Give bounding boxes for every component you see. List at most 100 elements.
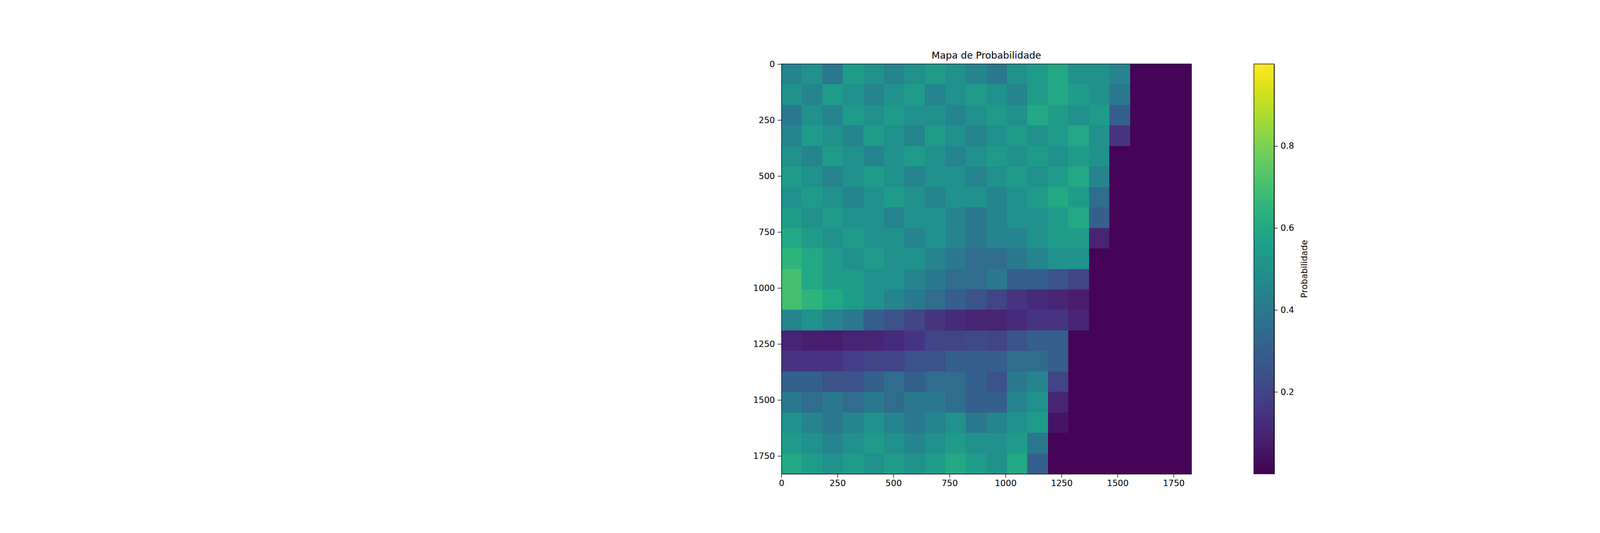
heatmap-cell — [863, 248, 885, 270]
heatmap-cell — [1048, 105, 1069, 126]
heatmap-cell — [1171, 84, 1192, 106]
heatmap-cell — [801, 433, 823, 454]
heatmap-cell — [1130, 453, 1151, 475]
heatmap-cell — [781, 187, 803, 208]
heatmap-cell — [1027, 433, 1048, 454]
tick-label: 0.4 — [1280, 305, 1294, 316]
tick-mark — [777, 288, 782, 289]
heatmap-cell — [781, 289, 803, 311]
tick: 750 — [758, 227, 782, 238]
heatmap-cell — [924, 350, 946, 372]
heatmap-cell — [1109, 105, 1131, 126]
heatmap-cell — [1027, 412, 1048, 434]
heatmap-cell — [1150, 146, 1172, 167]
heatmap-cell — [1130, 64, 1151, 85]
heatmap-cell — [924, 207, 946, 229]
tick: 0.4 — [1274, 305, 1294, 316]
heatmap-cell — [1027, 371, 1048, 393]
tick-label: 0.6 — [1280, 222, 1294, 234]
heatmap-cell — [945, 248, 967, 270]
heatmap-cell — [822, 166, 844, 188]
heatmap-cell — [822, 350, 844, 372]
heatmap-cell — [1006, 392, 1028, 413]
heatmap-cell — [1027, 309, 1048, 331]
heatmap-cell — [904, 125, 926, 147]
heatmap-cell — [1006, 207, 1028, 229]
heatmap-cell — [965, 453, 987, 475]
heatmap-cell — [1089, 309, 1110, 331]
heatmap-cell — [965, 330, 987, 352]
heatmap-cell — [1027, 289, 1048, 311]
heatmap-cell — [822, 330, 844, 352]
colorbar — [1253, 64, 1275, 475]
heatmap-cell — [945, 84, 967, 106]
heatmap-cell — [1171, 187, 1192, 208]
tick-label: 750 — [758, 227, 775, 238]
heatmap-cell — [781, 269, 803, 291]
heatmap-cell — [945, 392, 967, 413]
heatmap-cell — [965, 309, 987, 331]
heatmap-cell — [863, 228, 885, 250]
heatmap-cell — [1027, 392, 1048, 413]
heatmap-cell — [781, 146, 803, 167]
heatmap-cell — [904, 392, 926, 413]
heatmap-cell — [781, 207, 803, 229]
heatmap-cell — [1171, 433, 1192, 454]
heatmap-cell — [965, 433, 987, 454]
heatmap-cell — [1048, 187, 1069, 208]
heatmap-cell — [1089, 125, 1110, 147]
heatmap-cell — [1006, 269, 1028, 291]
heatmap-cell — [965, 84, 987, 106]
heatmap-cell — [842, 309, 864, 331]
heatmap-cell — [822, 125, 844, 147]
frame-right — [1191, 64, 1192, 475]
heatmap-cell — [842, 166, 864, 188]
tick-label: 0 — [778, 478, 784, 489]
heatmap-cell — [1068, 207, 1090, 229]
tick: 0.8 — [1274, 140, 1294, 151]
heatmap-cell — [1068, 412, 1090, 434]
heatmap-cell — [1048, 125, 1069, 147]
tick-label: 0.8 — [1280, 140, 1294, 151]
tick: 1000 — [753, 283, 782, 294]
y-axis: 02505007501000125015001750 — [753, 59, 782, 475]
heatmap-cell — [1171, 166, 1192, 188]
heatmap-cell — [1006, 248, 1028, 270]
heatmap-cell — [945, 146, 967, 167]
heatmap-cell — [986, 187, 1008, 208]
tick-mark — [1005, 474, 1006, 478]
heatmap-cell — [986, 125, 1008, 147]
heatmap-cell — [883, 453, 905, 475]
heatmap-cell — [1027, 146, 1048, 167]
tick: 0 — [769, 59, 782, 70]
axis-line — [1274, 64, 1275, 475]
tick-mark — [837, 474, 838, 478]
heatmap-cell — [904, 412, 926, 434]
heatmap-cell — [1130, 309, 1151, 331]
heatmap-cell — [863, 64, 885, 85]
heatmap-cell — [1006, 350, 1028, 372]
heatmap-cell — [1089, 248, 1110, 270]
heatmap-cell — [1006, 371, 1028, 393]
heatmap-cell — [1150, 228, 1172, 250]
heatmap-cell — [945, 453, 967, 475]
heatmap-cell — [842, 84, 864, 106]
heatmap-cell — [1048, 309, 1069, 331]
heatmap-cell — [1006, 330, 1028, 352]
heatmap-cell — [801, 330, 823, 352]
heatmap-cell — [1048, 64, 1069, 85]
heatmap-cell — [822, 392, 844, 413]
heatmap-cell — [1130, 187, 1151, 208]
heatmap-cell — [945, 166, 967, 188]
heatmap-cell — [801, 248, 823, 270]
heatmap-cell — [1048, 146, 1069, 167]
heatmap-cell — [1048, 433, 1069, 454]
heatmap-cell — [1068, 453, 1090, 475]
tick-mark — [777, 64, 782, 65]
heatmap-cell — [1048, 330, 1069, 352]
heatmap-cell — [1109, 330, 1131, 352]
heatmap-cell — [965, 105, 987, 126]
heatmap-cell — [965, 125, 987, 147]
heatmap-cell — [842, 453, 864, 475]
heatmap-cell — [1089, 64, 1110, 85]
